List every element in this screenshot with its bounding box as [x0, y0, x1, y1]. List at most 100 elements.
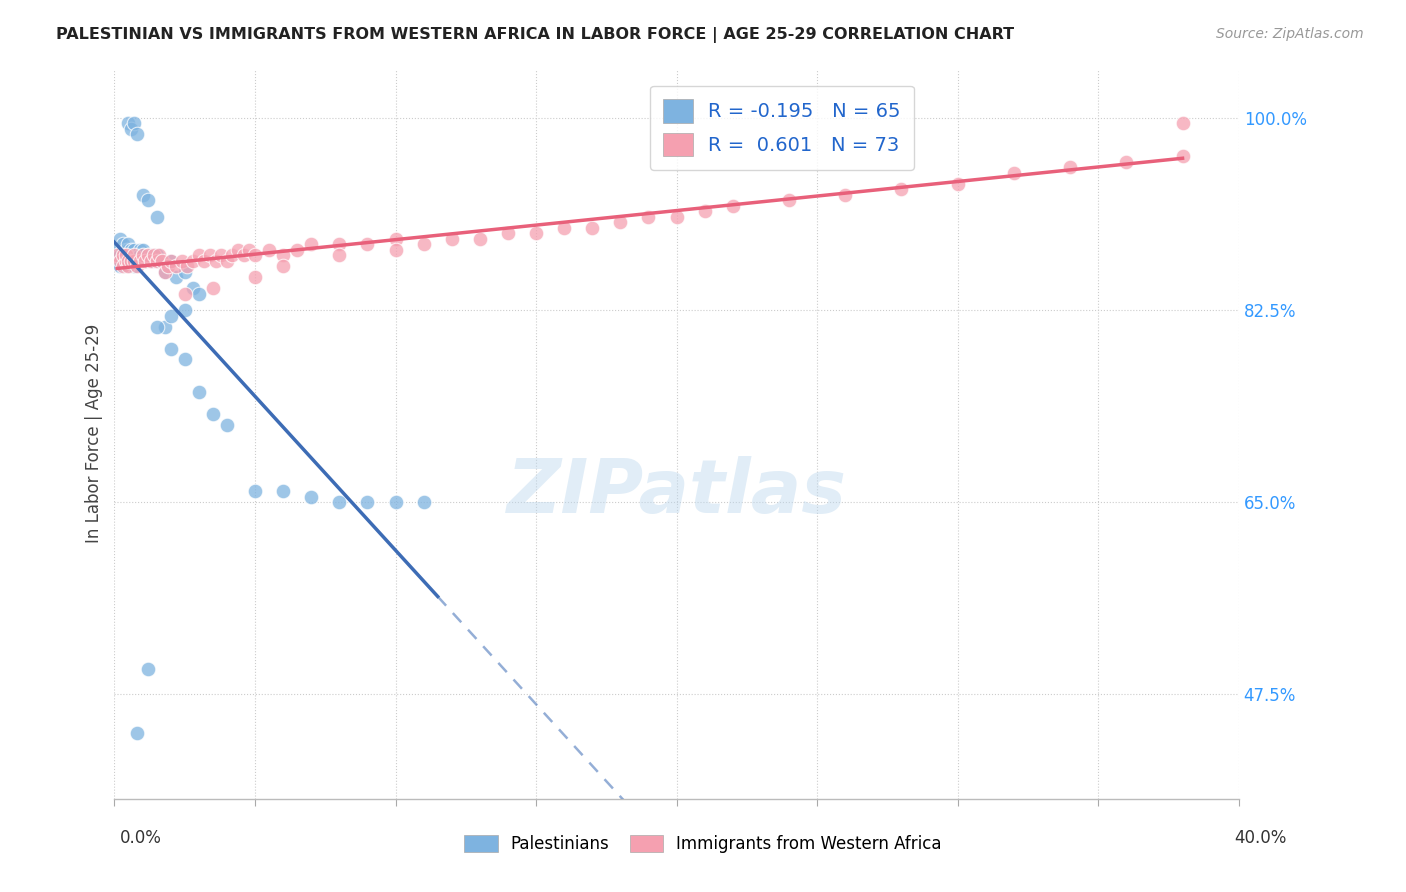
Point: [125, 128, 148, 142]
Point: [145, 210, 167, 224]
Point: [243, 270, 266, 285]
Text: PALESTINIAN VS IMMIGRANTS FROM WESTERN AFRICA IN LABOR FORCE | AGE 25-29 CORRELA: PALESTINIAN VS IMMIGRANTS FROM WESTERN A…: [56, 27, 1014, 43]
Point: [637, 210, 659, 224]
Point: [122, 116, 145, 130]
Point: [1171, 116, 1194, 130]
Point: [187, 248, 209, 262]
Point: [524, 226, 547, 240]
Point: [153, 265, 176, 279]
Point: [356, 237, 378, 252]
Point: [181, 281, 204, 295]
Point: [128, 243, 150, 257]
Point: [120, 248, 142, 262]
Point: [187, 286, 209, 301]
Point: [271, 248, 294, 262]
Point: [173, 265, 195, 279]
Point: [201, 281, 224, 295]
Point: [834, 187, 856, 202]
Point: [108, 259, 131, 273]
Point: [108, 253, 131, 268]
Point: [114, 253, 136, 268]
Point: [148, 248, 170, 262]
Point: [153, 319, 176, 334]
Point: [159, 253, 181, 268]
Point: [609, 215, 631, 229]
Point: [139, 248, 162, 262]
Point: [120, 122, 142, 136]
Legend: Palestinians, Immigrants from Western Africa: Palestinians, Immigrants from Western Af…: [456, 827, 950, 862]
Point: [117, 243, 139, 257]
Point: [120, 253, 142, 268]
Legend: R = -0.195   N = 65, R =  0.601   N = 73: R = -0.195 N = 65, R = 0.601 N = 73: [650, 86, 914, 170]
Point: [125, 248, 148, 262]
Point: [665, 210, 688, 224]
Point: [173, 286, 195, 301]
Point: [134, 253, 156, 268]
Point: [221, 248, 243, 262]
Point: [125, 253, 148, 268]
Point: [215, 418, 238, 433]
Text: ZIPatlas: ZIPatlas: [506, 456, 846, 529]
Point: [111, 259, 134, 273]
Point: [204, 253, 226, 268]
Point: [238, 243, 260, 257]
Point: [114, 248, 136, 262]
Point: [201, 408, 224, 422]
Point: [117, 248, 139, 262]
Point: [131, 248, 153, 262]
Point: [122, 243, 145, 257]
Point: [890, 182, 912, 196]
Point: [131, 243, 153, 257]
Point: [136, 248, 159, 262]
Point: [328, 237, 350, 252]
Point: [581, 220, 603, 235]
Point: [693, 204, 716, 219]
Point: [946, 177, 969, 191]
Y-axis label: In Labor Force | Age 25-29: In Labor Force | Age 25-29: [86, 324, 103, 543]
Point: [1115, 154, 1137, 169]
Point: [139, 253, 162, 268]
Point: [145, 248, 167, 262]
Point: [125, 726, 148, 740]
Point: [384, 495, 406, 509]
Point: [159, 309, 181, 323]
Point: [384, 232, 406, 246]
Point: [440, 232, 463, 246]
Point: [128, 248, 150, 262]
Point: [114, 259, 136, 273]
Point: [232, 248, 254, 262]
Point: [299, 490, 322, 504]
Point: [412, 237, 434, 252]
Point: [173, 303, 195, 318]
Point: [145, 253, 167, 268]
Point: [1171, 149, 1194, 163]
Point: [153, 265, 176, 279]
Point: [553, 220, 575, 235]
Point: [122, 253, 145, 268]
Point: [122, 259, 145, 273]
Point: [108, 232, 131, 246]
Point: [111, 243, 134, 257]
Point: [105, 243, 128, 257]
Point: [117, 116, 139, 130]
Point: [198, 248, 221, 262]
Point: [114, 248, 136, 262]
Point: [243, 484, 266, 499]
Point: [1059, 161, 1081, 175]
Point: [328, 495, 350, 509]
Point: [120, 253, 142, 268]
Point: [496, 226, 519, 240]
Point: [136, 194, 159, 208]
Point: [122, 248, 145, 262]
Point: [243, 248, 266, 262]
Point: [117, 259, 139, 273]
Point: [105, 253, 128, 268]
Point: [128, 253, 150, 268]
Point: [150, 253, 173, 268]
Point: [142, 253, 165, 268]
Point: [131, 187, 153, 202]
Text: 40.0%: 40.0%: [1234, 829, 1286, 847]
Point: [299, 237, 322, 252]
Point: [159, 253, 181, 268]
Point: [159, 342, 181, 356]
